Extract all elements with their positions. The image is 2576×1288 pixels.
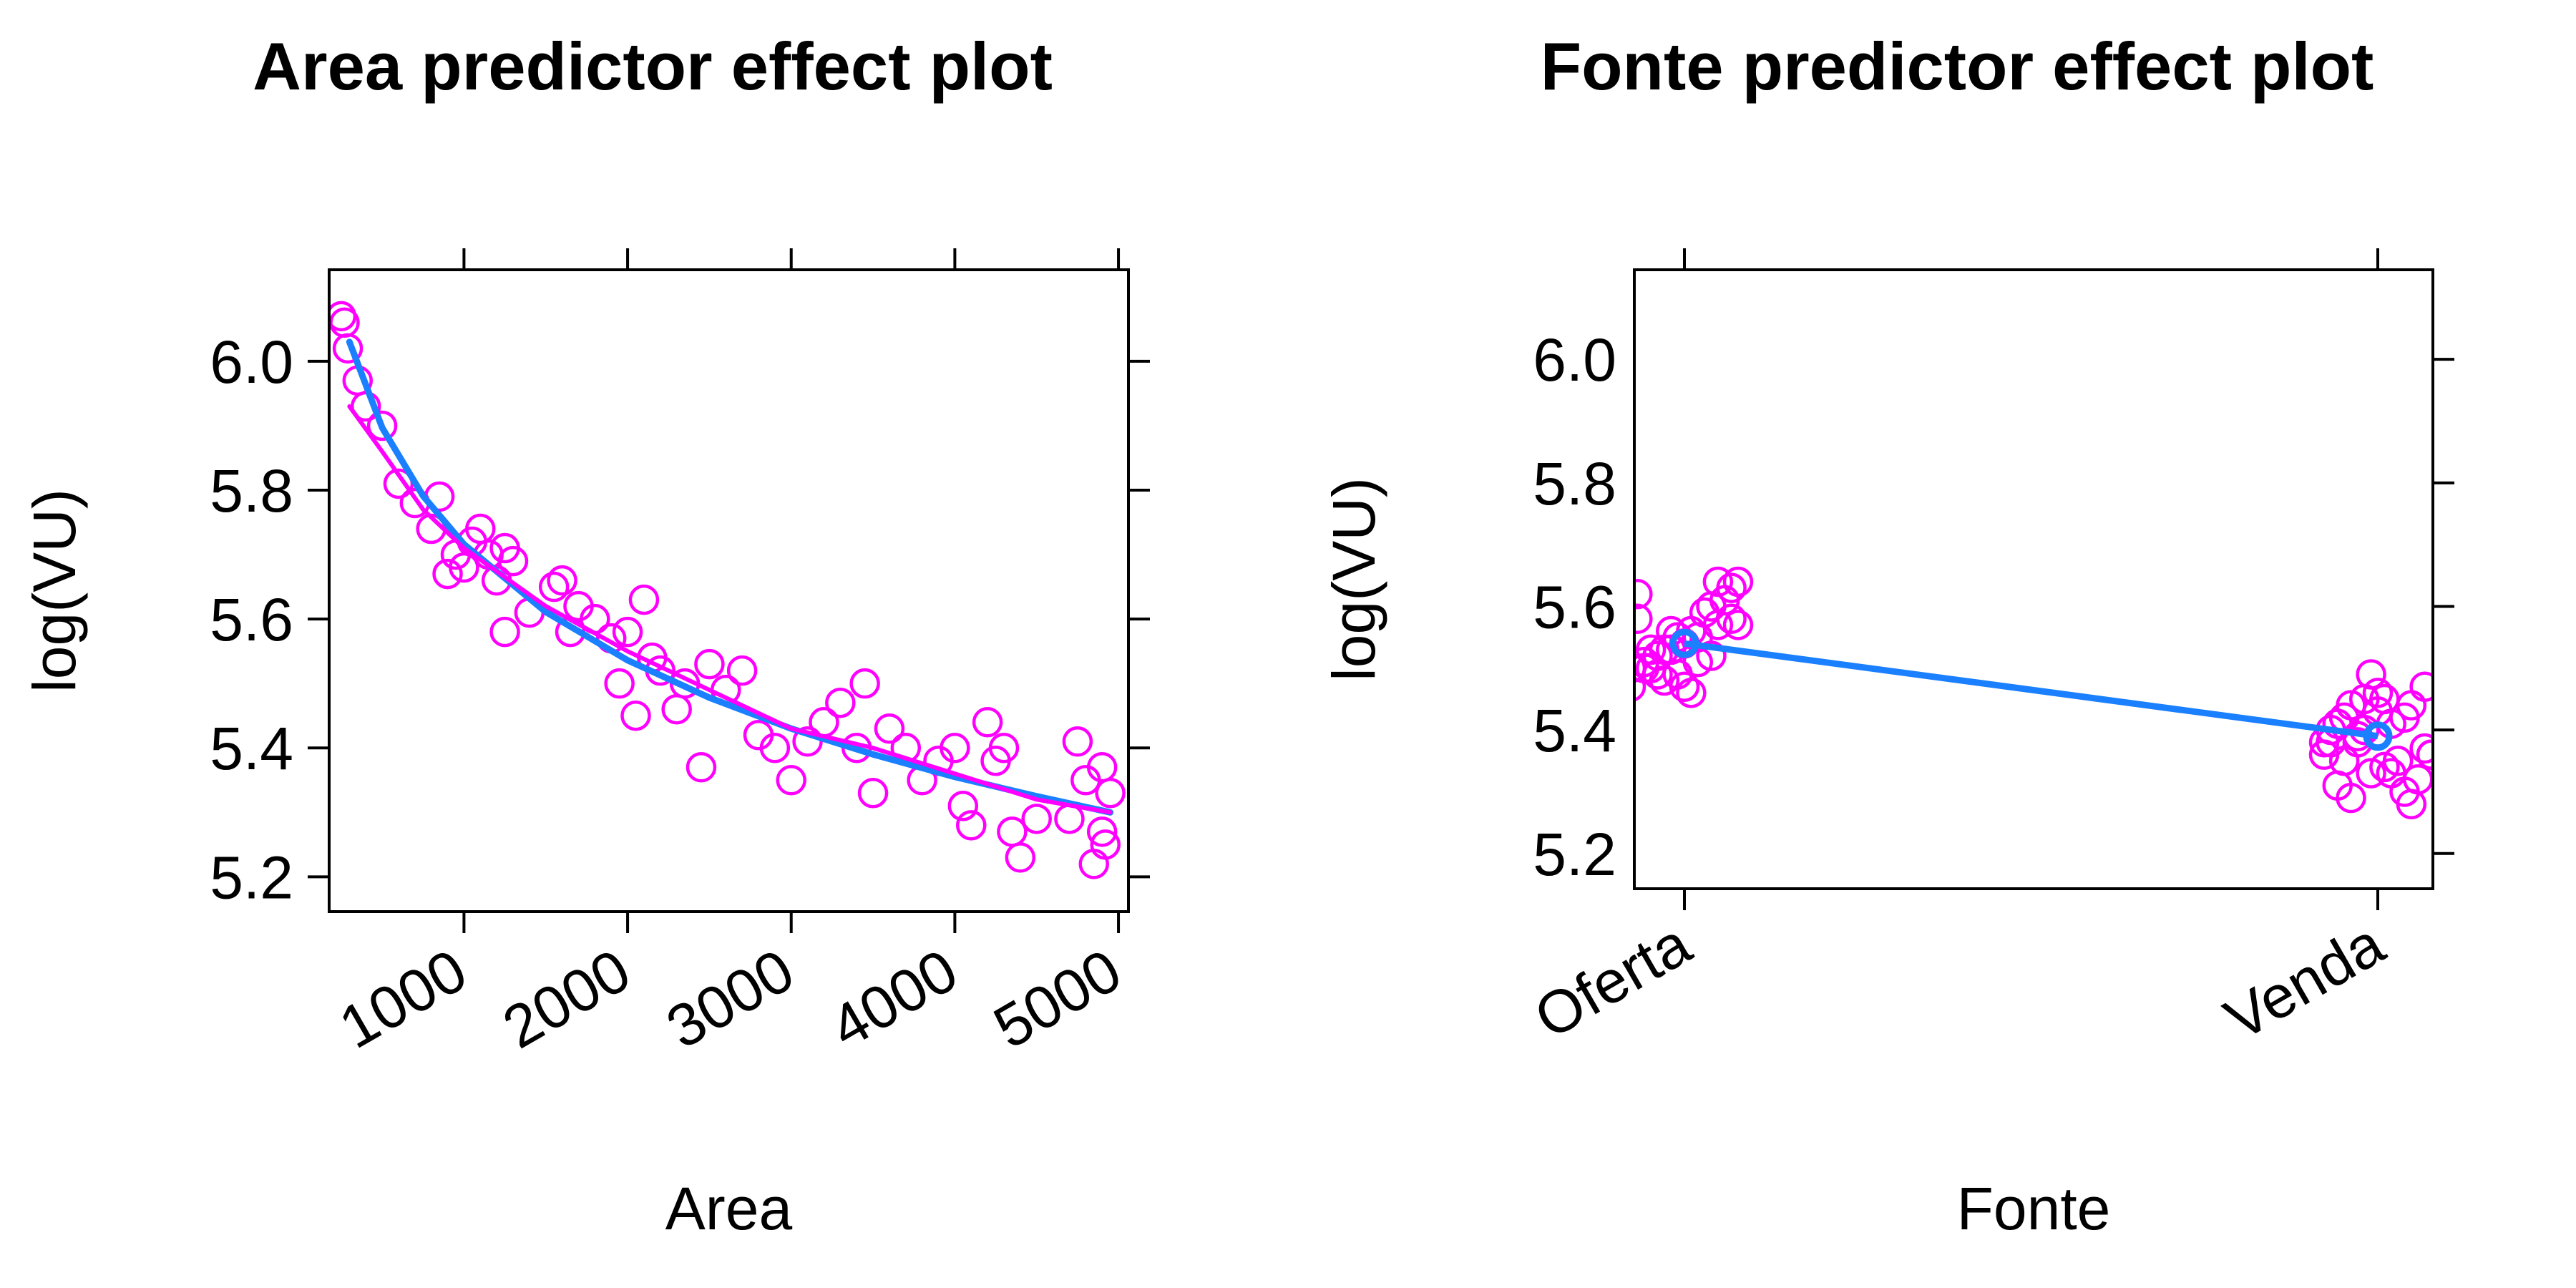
residual-point xyxy=(604,668,635,699)
residual-point xyxy=(1722,566,1754,597)
x-axis-label: Area xyxy=(665,1175,793,1242)
residual-point xyxy=(366,410,398,441)
residual-point xyxy=(1634,603,1653,634)
residual-point xyxy=(1005,842,1036,873)
chart-title: Area predictor effect plot xyxy=(253,29,1053,104)
residual-point xyxy=(489,616,520,648)
residual-point xyxy=(1054,804,1085,834)
residual-point xyxy=(620,700,651,731)
residual-point xyxy=(686,752,717,783)
residual-point xyxy=(661,693,692,725)
residual-point xyxy=(2362,678,2394,708)
residual-point xyxy=(956,810,987,841)
residual-point xyxy=(940,732,970,763)
y-tick-label: 5.6 xyxy=(210,586,293,653)
residual-point xyxy=(2376,758,2406,789)
panel: Fonte predictor effect plot Fonte log(VU) 6… xyxy=(1320,29,2454,1242)
residual-point xyxy=(825,687,856,718)
x-tick-label: Venda xyxy=(2214,909,2396,1053)
residual-point xyxy=(2369,751,2400,783)
residual-point xyxy=(332,333,364,364)
residual-point xyxy=(2322,708,2353,739)
residual-point xyxy=(1086,816,1118,847)
residual-point xyxy=(1021,804,1052,834)
fit-line xyxy=(1684,640,2379,740)
y-tick-label: 5.4 xyxy=(1533,697,1616,764)
y-tick-label: 5.4 xyxy=(210,715,293,782)
residual-point xyxy=(2356,758,2386,789)
residual-point xyxy=(1090,829,1121,860)
residual-point xyxy=(874,713,905,744)
y-tick-label: 5.8 xyxy=(210,457,293,525)
smooth-line xyxy=(347,404,1113,815)
residual-point xyxy=(1062,726,1093,757)
residual-point xyxy=(1634,653,1659,684)
y-tick-label: 5.8 xyxy=(1533,450,1616,517)
residual-point xyxy=(1634,578,1653,610)
residual-point xyxy=(538,571,570,602)
residual-point xyxy=(1702,610,1734,640)
residual-point xyxy=(2409,733,2433,764)
residual-point xyxy=(2396,789,2427,819)
fit-line xyxy=(346,338,1114,816)
residual-point xyxy=(1634,672,1646,702)
residual-point xyxy=(612,616,643,648)
residual-point xyxy=(2396,690,2427,721)
residual-point xyxy=(988,732,1020,763)
y-tick-label: 5.2 xyxy=(1533,821,1616,888)
y-axis-label: log(VU) xyxy=(1320,477,1387,681)
x-tick-label: 2000 xyxy=(492,936,641,1061)
residual-point xyxy=(547,565,577,596)
x-tick-label: 5000 xyxy=(982,936,1132,1061)
residual-point xyxy=(776,765,806,796)
residual-point xyxy=(947,791,979,821)
residual-point xyxy=(849,668,880,699)
residual-point xyxy=(792,726,823,757)
residual-point xyxy=(759,732,791,763)
residual-point xyxy=(857,778,889,809)
x-tick-label: 4000 xyxy=(819,936,969,1061)
x-tick-label: 3000 xyxy=(655,936,805,1061)
chart-title: Fonte predictor effect plot xyxy=(1541,29,2374,104)
residual-point xyxy=(497,545,529,577)
residual-point xyxy=(997,816,1028,847)
residual-point xyxy=(1095,778,1126,809)
x-tick-label: Oferta xyxy=(1523,909,1702,1051)
residual-point xyxy=(628,584,660,615)
plot-area xyxy=(329,301,1126,879)
residual-point xyxy=(1696,640,1727,671)
residual-point xyxy=(2322,770,2353,801)
y-tick-label: 5.6 xyxy=(1533,573,1616,640)
residual-point xyxy=(1702,566,1734,597)
residual-point xyxy=(726,655,758,686)
plot-frame xyxy=(328,268,1130,913)
residual-point xyxy=(1676,678,1707,708)
residual-point xyxy=(1716,603,1747,634)
residual-point xyxy=(694,648,725,680)
y-tick-label: 5.2 xyxy=(210,844,293,911)
residual-point xyxy=(2356,659,2386,690)
panel: Area predictor effect plot Area log(VU) 6.0… xyxy=(21,29,1150,1242)
residual-point xyxy=(809,706,839,738)
residual-point xyxy=(432,558,463,590)
plot-frame xyxy=(1633,268,2434,890)
x-axis-label: Fonte xyxy=(1957,1175,2111,1242)
plot-area xyxy=(1634,566,2433,819)
residual-point xyxy=(1722,610,1754,640)
x-tick-label: 1000 xyxy=(328,936,478,1061)
y-tick-label: 6.0 xyxy=(1533,326,1616,394)
residual-point xyxy=(1669,671,1700,702)
fit-point xyxy=(2363,721,2393,751)
fit-point xyxy=(1669,628,1699,658)
y-tick-label: 6.0 xyxy=(210,328,293,396)
y-axis-label: log(VU) xyxy=(21,489,88,693)
residual-point xyxy=(972,706,1003,738)
